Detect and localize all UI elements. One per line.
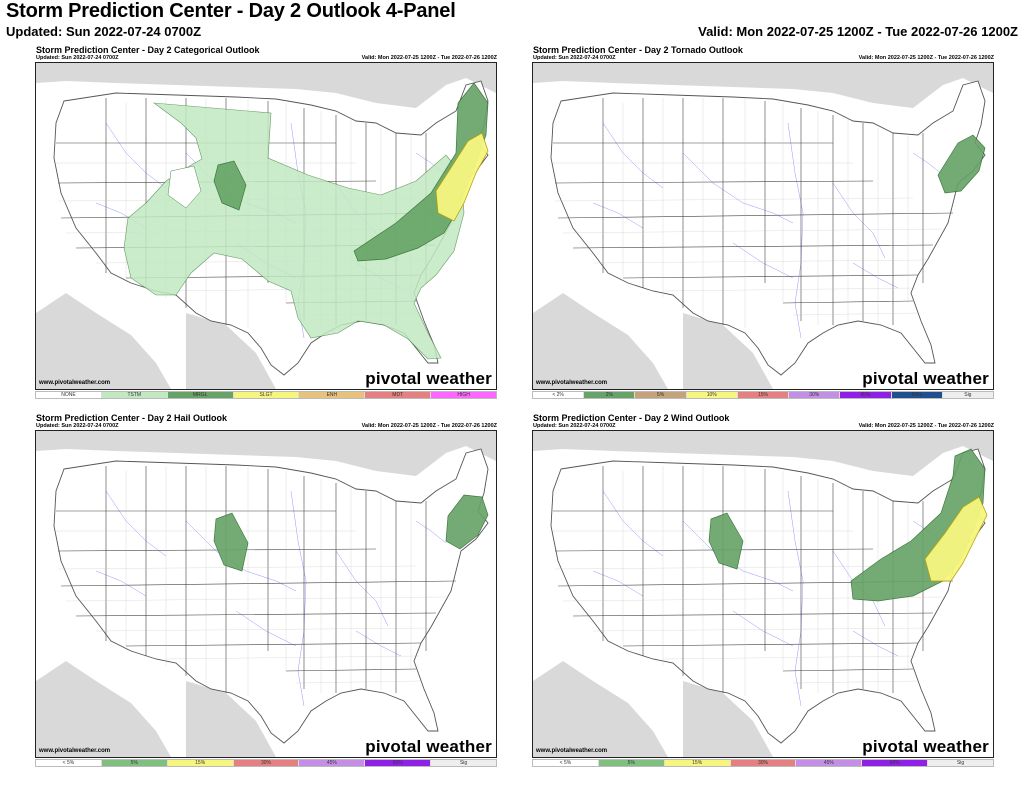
legend-swatch: < 5% — [36, 760, 102, 766]
page-valid: Valid: Mon 2022-07-25 1200Z - Tue 2022-0… — [698, 24, 1018, 39]
legend-swatch: MDT — [365, 392, 432, 398]
legend-swatch: Sig — [928, 760, 994, 766]
panel-title: Storm Prediction Center - Day 2 Tornado … — [533, 45, 743, 55]
legend-swatch: 15% — [167, 760, 234, 766]
legend-bar: < 2% 2% 5% 10% 15% 30% 45% 60% Sig — [532, 391, 994, 399]
page-title: Storm Prediction Center - Day 2 Outlook … — [6, 0, 456, 22]
panel-updated: Updated: Sun 2022-07-24 0700Z — [36, 423, 119, 429]
panel-title: Storm Prediction Center - Day 2 Hail Out… — [36, 413, 228, 423]
legend-swatch: Sig — [942, 392, 993, 398]
legend-swatch: < 2% — [533, 392, 585, 398]
credit-text: www.pivotalweather.com — [536, 748, 608, 754]
panel-updated: Updated: Sun 2022-07-24 0700Z — [533, 55, 616, 61]
outlook-map: www.pivotalweather.com pivotal weather — [532, 62, 994, 390]
panel-valid: Valid: Mon 2022-07-25 1200Z - Tue 2022-0… — [858, 55, 994, 61]
legend-swatch: 60% — [365, 760, 432, 766]
outlook-map: www.pivotalweather.com pivotal weather — [532, 430, 994, 758]
legend-bar: NONE TSTM MRGL SLGT ENH MDT HIGH — [35, 391, 497, 399]
panel-valid: Valid: Mon 2022-07-25 1200Z - Tue 2022-0… — [858, 423, 994, 429]
map-svg — [533, 431, 993, 757]
legend-swatch: 45% — [299, 760, 366, 766]
legend-swatch: 5% — [598, 760, 665, 766]
legend-swatch: Sig — [431, 760, 497, 766]
page-updated: Updated: Sun 2022-07-24 0700Z — [6, 24, 202, 39]
map-svg — [36, 63, 496, 389]
hail-5pct-area-east — [445, 494, 489, 550]
legend-swatch: 2% — [584, 392, 636, 398]
map-svg — [533, 63, 993, 389]
outlook-map: www.pivotalweather.com pivotal weather — [35, 430, 497, 758]
legend-swatch: 60% — [891, 392, 943, 398]
legend-swatch: 5% — [635, 392, 687, 398]
hail-5pct-area-plains — [213, 512, 249, 572]
panel-updated: Updated: Sun 2022-07-24 0700Z — [36, 55, 119, 61]
legend-swatch: 15% — [737, 392, 790, 398]
legend-swatch: 60% — [862, 760, 929, 766]
legend-swatch: 45% — [840, 392, 892, 398]
legend-bar: < 5% 5% 15% 30% 45% 60% Sig — [35, 759, 497, 767]
credit-text: www.pivotalweather.com — [39, 380, 111, 386]
legend-swatch: SLGT — [233, 392, 300, 398]
legend-swatch: < 5% — [533, 760, 599, 766]
legend-swatch: 15% — [664, 760, 731, 766]
legend-swatch: 30% — [233, 760, 300, 766]
legend-swatch: 10% — [686, 392, 738, 398]
logo: pivotal weather — [862, 737, 989, 756]
tstm-hole-west — [167, 165, 202, 209]
tstm-area — [123, 102, 465, 360]
mrgl-area-plains — [213, 160, 247, 211]
credit-text: www.pivotalweather.com — [39, 748, 111, 754]
legend-swatch: ENH — [299, 392, 366, 398]
wind-15pct-area — [924, 496, 988, 582]
slgt-area — [435, 132, 489, 222]
legend-swatch: HIGH — [431, 392, 497, 398]
legend-swatch: 30% — [730, 760, 797, 766]
tornado-2pct-area — [937, 134, 986, 194]
panel-valid: Valid: Mon 2022-07-25 1200Z - Tue 2022-0… — [361, 423, 497, 429]
panel-updated: Updated: Sun 2022-07-24 0700Z — [533, 423, 616, 429]
map-svg — [36, 431, 496, 757]
wind-5pct-area-plains — [708, 512, 744, 570]
legend-bar: < 5% 5% 15% 30% 45% 60% Sig — [532, 759, 994, 767]
panel-tornado: Storm Prediction Center - Day 2 Tornado … — [532, 45, 994, 405]
panel-valid: Valid: Mon 2022-07-25 1200Z - Tue 2022-0… — [361, 55, 497, 61]
outlook-map: www.pivotalweather.com pivotal weather — [35, 62, 497, 390]
logo: pivotal weather — [862, 369, 989, 388]
legend-swatch: TSTM — [101, 392, 168, 398]
legend-swatch: 45% — [796, 760, 863, 766]
legend-swatch: 30% — [789, 392, 841, 398]
legend-swatch: MRGL — [167, 392, 234, 398]
panel-wind: Storm Prediction Center - Day 2 Wind Out… — [532, 413, 994, 773]
logo: pivotal weather — [365, 737, 492, 756]
legend-swatch: NONE — [36, 392, 102, 398]
logo: pivotal weather — [365, 369, 492, 388]
panel-categorical: Storm Prediction Center - Day 2 Categori… — [35, 45, 497, 405]
legend-swatch: 5% — [101, 760, 168, 766]
credit-text: www.pivotalweather.com — [536, 380, 608, 386]
panel-title: Storm Prediction Center - Day 2 Wind Out… — [533, 413, 730, 423]
panel-title: Storm Prediction Center - Day 2 Categori… — [36, 45, 260, 55]
panel-hail: Storm Prediction Center - Day 2 Hail Out… — [35, 413, 497, 773]
